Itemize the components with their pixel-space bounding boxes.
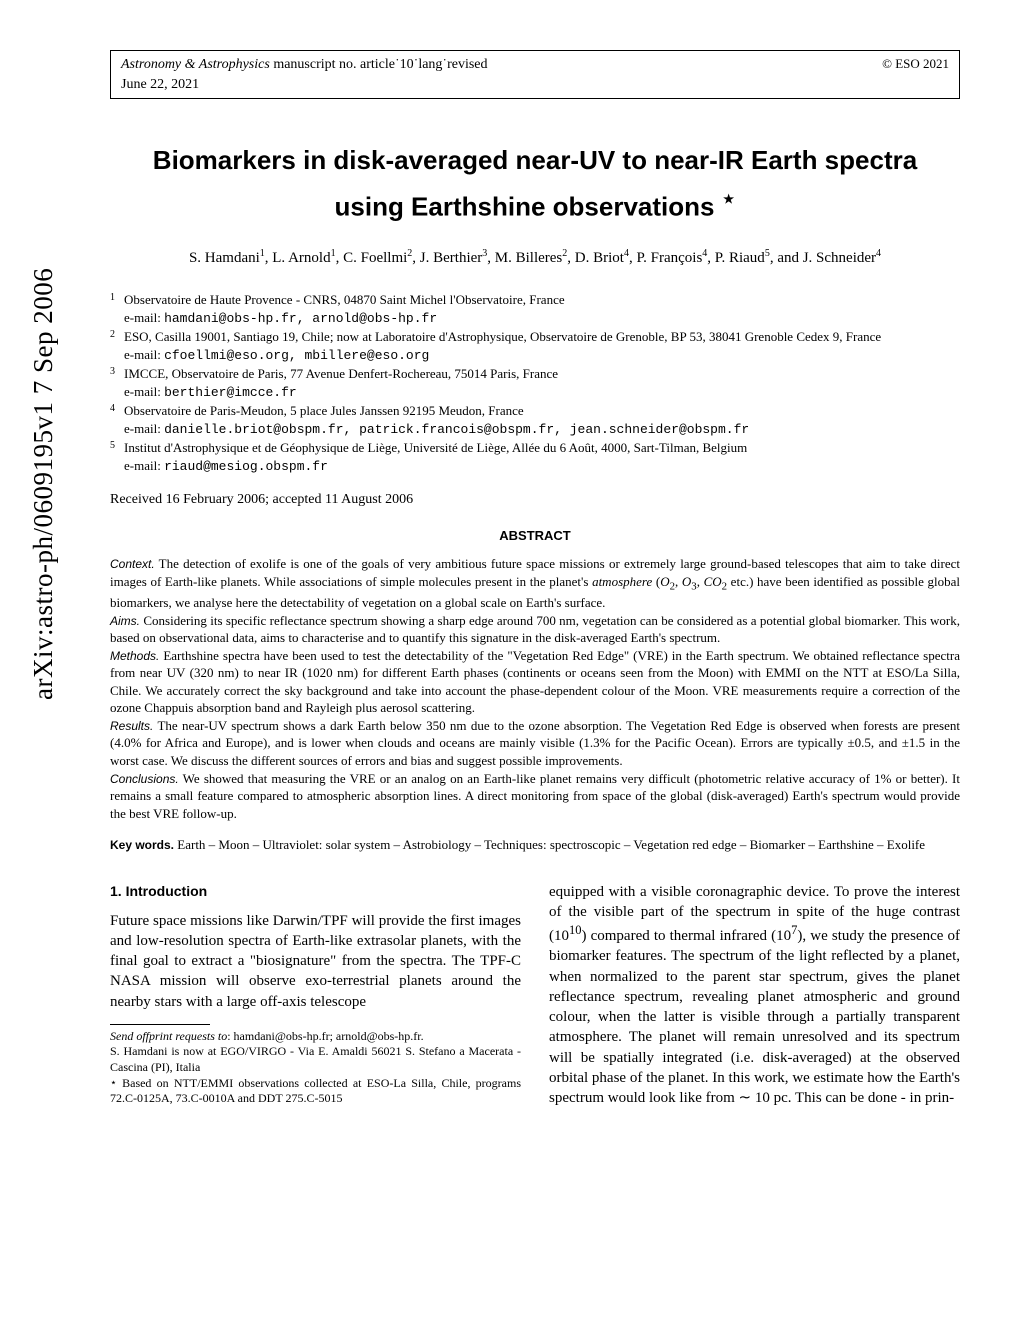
results-text: The near-UV spectrum shows a dark Earth … — [110, 718, 960, 768]
copyright-notice: © ESO 2021 — [882, 55, 949, 73]
keywords-block: Key words. Earth – Moon – Ultraviolet: s… — [110, 836, 960, 854]
manuscript-no: manuscript no. article˙10˙lang˙revised — [270, 57, 488, 72]
affiliation-item: 5Institut d'Astrophysique et de Géophysi… — [110, 439, 960, 475]
conclusions-text: We showed that measuring the VRE or an a… — [110, 771, 960, 821]
methods-label: Methods. — [110, 649, 159, 663]
abstract-heading: ABSTRACT — [110, 527, 960, 545]
section-1-heading: 1. Introduction — [110, 882, 521, 901]
manuscript-header-box: Astronomy & Astrophysics manuscript no. … — [110, 50, 960, 99]
context-label: Context. — [110, 557, 155, 571]
affiliations-block: 1Observatoire de Haute Provence - CNRS, … — [110, 291, 960, 475]
offprint-text: : hamdani@obs-hp.fr; arnold@obs-hp.fr. — [227, 1029, 423, 1043]
paper-subtitle: using Earthshine observations ⋆ — [110, 184, 960, 225]
left-column: 1. Introduction Future space missions li… — [110, 882, 521, 1109]
header-left: Astronomy & Astrophysics manuscript no. … — [121, 55, 488, 94]
footnote-obs-text: Based on NTT/EMMI observations collected… — [110, 1076, 521, 1106]
paper-title: Biomarkers in disk-averaged near-UV to n… — [110, 144, 960, 178]
affiliation-item: 1Observatoire de Haute Provence - CNRS, … — [110, 291, 960, 327]
context-text: The detection of exolife is one of the g… — [110, 556, 960, 610]
intro-paragraph-right: equipped with a visible coronagraphic de… — [549, 882, 960, 1109]
intro-paragraph-left: Future space missions like Darwin/TPF wi… — [110, 911, 521, 1012]
header-line1: Astronomy & Astrophysics manuscript no. … — [121, 55, 488, 75]
header-date: June 22, 2021 — [121, 75, 488, 95]
affiliation-item: 4Observatoire de Paris-Meudon, 5 place J… — [110, 402, 960, 438]
keywords-label: Key words. — [110, 838, 174, 852]
affiliation-item: 2ESO, Casilla 19001, Santiago 19, Chile;… — [110, 328, 960, 364]
keywords-text: Earth – Moon – Ultraviolet: solar system… — [174, 837, 925, 852]
two-column-body: 1. Introduction Future space missions li… — [110, 882, 960, 1109]
aims-label: Aims. — [110, 614, 140, 628]
abstract-body: Context. The detection of exolife is one… — [110, 555, 960, 822]
subtitle-text: using Earthshine observations — [335, 192, 715, 222]
arxiv-identifier: arXiv:astro-ph/0609195v1 7 Sep 2006 — [25, 268, 63, 700]
footnote-observations: ⋆ Based on NTT/EMMI observations collect… — [110, 1076, 521, 1107]
offprint-label: Send offprint requests to — [110, 1029, 227, 1043]
footnote-offprint: Send offprint requests to: hamdani@obs-h… — [110, 1029, 521, 1045]
aims-text: Considering its specific reflectance spe… — [110, 613, 960, 646]
title-footnote-star: ⋆ — [722, 186, 736, 211]
results-label: Results. — [110, 719, 153, 733]
conclusions-label: Conclusions. — [110, 772, 179, 786]
right-column: equipped with a visible coronagraphic de… — [549, 882, 960, 1109]
methods-text: Earthshine spectra have been used to tes… — [110, 648, 960, 716]
affiliation-item: 3IMCCE, Observatoire de Paris, 77 Avenue… — [110, 365, 960, 401]
journal-name: Astronomy & Astrophysics — [121, 57, 270, 72]
footnote-separator — [110, 1024, 210, 1025]
footnote-current-address: S. Hamdani is now at EGO/VIRGO - Via E. … — [110, 1044, 521, 1075]
footnote-star-icon: ⋆ — [110, 1077, 117, 1089]
author-list: S. Hamdani1, L. Arnold1, C. Foellmi2, J.… — [110, 247, 960, 269]
received-accepted-dates: Received 16 February 2006; accepted 11 A… — [110, 490, 960, 510]
